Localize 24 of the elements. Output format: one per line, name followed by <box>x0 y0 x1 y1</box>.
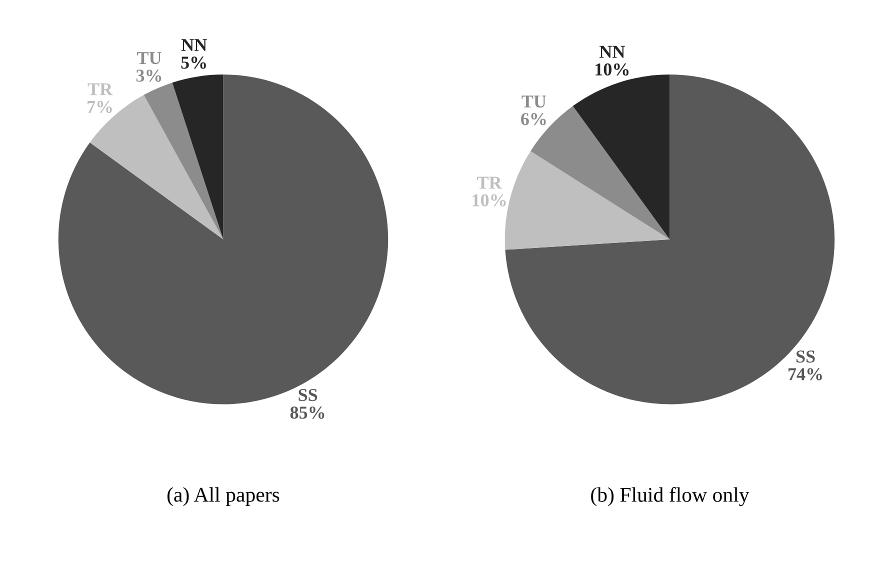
pie-slice <box>90 94 224 240</box>
data-label: 7% <box>88 100 112 114</box>
text: (a) All papers <box>167 487 280 506</box>
data-label: 10% <box>596 63 629 76</box>
slice-label: TU <box>137 52 162 64</box>
data-label: 6% <box>521 113 546 126</box>
slice-label: NN <box>599 46 625 58</box>
pie-slice <box>144 82 224 240</box>
pie-slice <box>505 74 835 404</box>
text: (b) Fluid flow only <box>591 487 750 506</box>
data-label: 10% <box>472 194 506 206</box>
pie-slice <box>172 74 224 240</box>
data-label: 5% <box>181 56 206 69</box>
data-label: 3% <box>136 70 162 82</box>
slice-label: NN <box>181 39 207 51</box>
data-label: 74% <box>788 368 822 380</box>
slice-label: SS <box>796 350 815 363</box>
slice-label: TU <box>522 96 546 108</box>
slice-label: TR <box>477 176 502 189</box>
slice-label: SS <box>298 388 318 402</box>
pie-slice <box>572 74 670 240</box>
data-label: 85% <box>290 406 324 419</box>
slice-label: TR <box>88 83 113 96</box>
pie-slice <box>504 151 670 250</box>
